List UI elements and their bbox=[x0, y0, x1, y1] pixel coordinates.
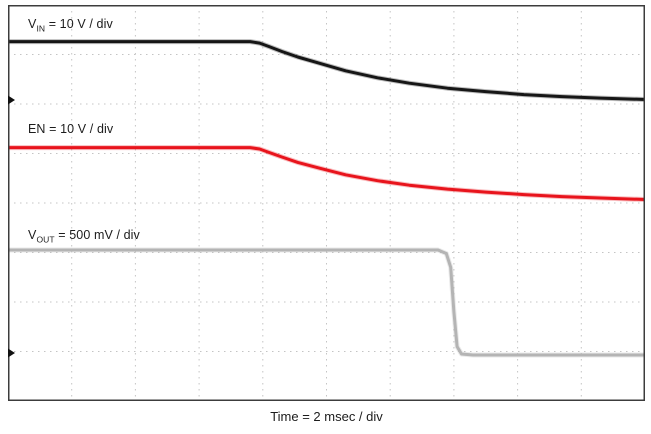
vout-label-post: = 500 mV / div bbox=[54, 228, 140, 242]
scope-canvas bbox=[8, 5, 645, 401]
en-trace-label: EN = 10 V / div bbox=[28, 122, 113, 136]
en-label-post: = 10 V / div bbox=[45, 122, 114, 136]
vout-trace-label: VOUT = 500 mV / div bbox=[28, 228, 140, 245]
time-axis-label: Time = 2 msec / div bbox=[270, 409, 383, 424]
en-label-pre: EN bbox=[28, 122, 46, 136]
vin-label-post: = 10 V / div bbox=[45, 17, 113, 31]
vin-trace-label: VIN = 10 V / div bbox=[28, 17, 113, 34]
vin-label-pre: V bbox=[28, 17, 37, 31]
vout-label-sub: OUT bbox=[36, 234, 55, 245]
vin-label-sub: IN bbox=[36, 23, 46, 34]
plot-area: VIN = 10 V / div EN = 10 V / div VOUT = … bbox=[8, 5, 645, 401]
vout-label-pre: V bbox=[28, 228, 37, 242]
